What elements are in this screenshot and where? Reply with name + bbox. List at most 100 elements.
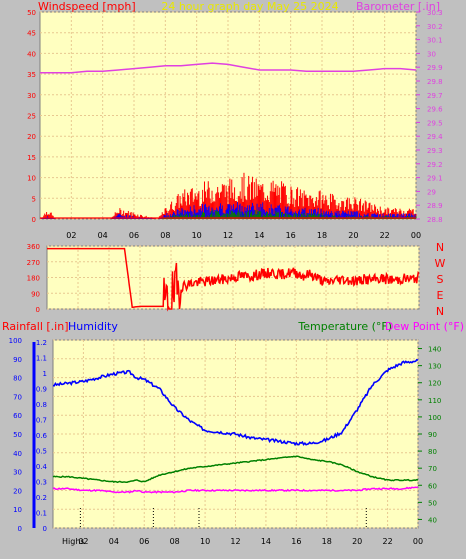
wind-tick-label: 15 bbox=[27, 154, 36, 162]
temp-x-tick-label: 06 bbox=[139, 537, 149, 546]
barometer-tick-label: 29.6 bbox=[427, 106, 443, 114]
humidity-tick-label: 60 bbox=[13, 412, 22, 420]
temp-x-ticks: 02 04 06 08 10 12 14 16 18 20 22 00 bbox=[78, 537, 423, 546]
temp-x-tick-label: 02 bbox=[78, 537, 88, 546]
rainfall-tick-label: 0.2 bbox=[36, 494, 47, 502]
wind-axis-ticks: 0 5 10 15 20 25 30 35 40 45 50 bbox=[27, 9, 36, 224]
temperature-tick-label: 40 bbox=[428, 516, 437, 524]
wind-tick-label: 45 bbox=[27, 30, 36, 38]
wind-tick-label: 30 bbox=[27, 92, 36, 100]
rainfall-tick-label: 0.9 bbox=[36, 386, 47, 394]
barometer-tick-label: 28.8 bbox=[427, 216, 443, 224]
wind-tick-label: 10 bbox=[27, 175, 36, 183]
wind-x-tick-label: 08 bbox=[160, 231, 170, 240]
direction-tick-label: 90 bbox=[31, 290, 40, 298]
wind-tick-label: 50 bbox=[27, 9, 36, 17]
temp-x-tick-label: 10 bbox=[200, 537, 210, 546]
wind-x-tick-label: 12 bbox=[223, 231, 233, 240]
wind-tick-label: 5 bbox=[32, 195, 36, 203]
temp-x-tick-label: 18 bbox=[322, 537, 332, 546]
temperature-tick-label: 120 bbox=[428, 380, 441, 388]
compass-label: N bbox=[436, 305, 444, 318]
direction-tick-label: 0 bbox=[36, 306, 40, 314]
humidity-axis-label: Humidity bbox=[68, 320, 118, 333]
compass-label: E bbox=[437, 289, 444, 302]
rainfall-axis-label: Rainfall [.in] bbox=[2, 320, 69, 333]
wind-x-tick-label: 02 bbox=[66, 231, 76, 240]
wind-tick-label: 35 bbox=[27, 71, 36, 79]
humidity-tick-label: 10 bbox=[13, 506, 22, 514]
rainfall-tick-label: 0.5 bbox=[36, 448, 47, 456]
compass-label: W bbox=[435, 257, 446, 270]
compass-label: S bbox=[437, 273, 444, 286]
barometer-tick-label: 29.9 bbox=[427, 64, 443, 72]
wind-direction-line bbox=[47, 247, 420, 312]
temperature-tick-label: 100 bbox=[428, 414, 441, 422]
wind-x-tick-label: 20 bbox=[348, 231, 358, 240]
barometer-line bbox=[40, 62, 417, 74]
humidity-line bbox=[52, 358, 419, 447]
temp-x-tick-label: 16 bbox=[291, 537, 301, 546]
wind-x-tick-label: 18 bbox=[317, 231, 327, 240]
wind-x-tick-label: 14 bbox=[254, 231, 264, 240]
direction-tick-label: 180 bbox=[27, 275, 40, 283]
rainfall-tick-label: 0.1 bbox=[36, 510, 47, 518]
barometer-tick-label: 29.5 bbox=[427, 119, 443, 127]
temperature-tick-label: 60 bbox=[428, 482, 437, 490]
humidity-tick-label: 80 bbox=[13, 375, 22, 383]
humidity-tick-label: 20 bbox=[13, 487, 22, 495]
compass-label: N bbox=[436, 241, 444, 254]
barometer-tick-label: 30.3 bbox=[427, 9, 443, 17]
temp-x-tick-label: 14 bbox=[261, 537, 271, 546]
temperature-tick-label: 50 bbox=[428, 499, 437, 507]
barometer-axis-label: Barometer [.in] bbox=[356, 0, 440, 13]
temp-x-tick-label: 12 bbox=[230, 537, 240, 546]
barometer-tick-label: 30.2 bbox=[427, 23, 443, 31]
barometer-tick-label: 29.1 bbox=[427, 175, 443, 183]
direction-axis-ticks: 0 90 180 270 360 bbox=[27, 243, 40, 314]
wind-tick-label: 25 bbox=[27, 113, 36, 121]
wind-x-tick-label: 04 bbox=[98, 231, 108, 240]
wind-x-tick-label: 06 bbox=[129, 231, 139, 240]
rainfall-tick-label: 1.1 bbox=[36, 355, 47, 363]
temp-x-tick-label: 20 bbox=[352, 537, 362, 546]
barometer-axis-ticks: 28.8 28.9 29 29.1 29.2 29.3 29.4 29.5 29.6 29.7 29… bbox=[416, 9, 443, 224]
humidity-tick-label: 30 bbox=[13, 469, 22, 477]
rainfall-tick-label: 1.2 bbox=[36, 339, 47, 347]
rainfall-tick-label: 0.6 bbox=[36, 432, 48, 440]
barometer-tick-label: 29.8 bbox=[427, 78, 443, 86]
temperature-tick-label: 130 bbox=[428, 363, 441, 371]
barometer-tick-label: 29.3 bbox=[427, 147, 443, 155]
temperature-axis-label: Temperature (°F) bbox=[297, 320, 392, 333]
barometer-tick-label: 29 bbox=[427, 188, 436, 196]
rainfall-tick-label: 0.7 bbox=[36, 417, 47, 425]
windspeed-axis-label: Windspeed [mph] bbox=[38, 0, 136, 13]
rainfall-tick-label: 1 bbox=[43, 370, 47, 378]
temp-x-tick-label: 04 bbox=[109, 537, 119, 546]
temperature-axis-ticks: 40 50 60 70 80 90 100 110 120 130 140 bbox=[418, 346, 441, 524]
temperature-tick-label: 70 bbox=[428, 465, 437, 473]
wind-tick-label: 40 bbox=[27, 50, 36, 58]
barometer-tick-label: 29.2 bbox=[427, 161, 443, 169]
barometer-tick-label: 28.9 bbox=[427, 202, 443, 210]
barometer-tick-label: 30.1 bbox=[427, 37, 443, 45]
highs-marker-label: Highs bbox=[62, 537, 85, 546]
temperature-tick-label: 80 bbox=[428, 448, 437, 456]
humidity-tick-label: 40 bbox=[13, 450, 22, 458]
wind-x-tick-label: 16 bbox=[286, 231, 296, 240]
temp-x-tick-label: 08 bbox=[170, 537, 180, 546]
wind-x-tick-label: 10 bbox=[192, 231, 202, 240]
barometer-tick-label: 29.4 bbox=[427, 133, 443, 141]
humidity-tick-label: 50 bbox=[13, 431, 22, 439]
direction-tick-label: 360 bbox=[27, 243, 40, 251]
dew-point-axis-label: Dew Point (°F) bbox=[385, 320, 464, 333]
rainfall-axis-ticks: 0 0.1 0.2 0.3 0.4 0.5 0.6 0.7 0.8 0.9 1 1.1 1.2 bbox=[36, 339, 48, 533]
rainfall-tick-label: 0 bbox=[43, 525, 47, 533]
temperature-tick-label: 90 bbox=[428, 431, 437, 439]
temperature-tick-label: 110 bbox=[428, 397, 441, 405]
